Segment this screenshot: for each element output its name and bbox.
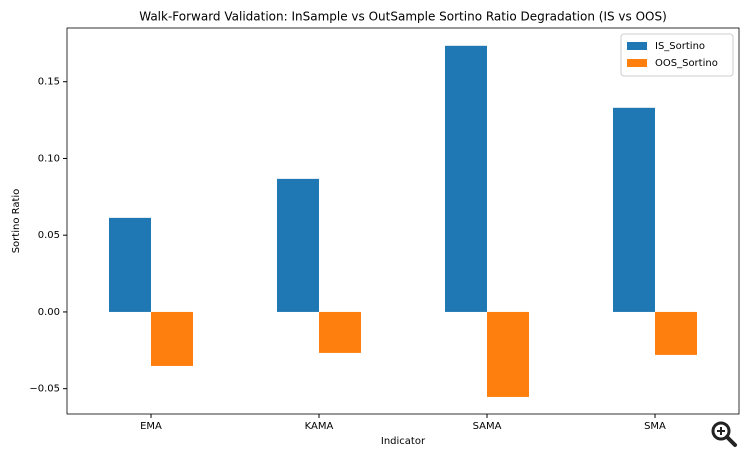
legend-box bbox=[620, 33, 734, 77]
bar bbox=[487, 311, 529, 397]
bar bbox=[151, 311, 193, 366]
x-tick-label: SMA bbox=[644, 421, 666, 432]
legend-label: OOS_Sortino bbox=[655, 58, 718, 69]
y-tick-label: 0.10 bbox=[38, 153, 60, 164]
x-axis-label: Indicator bbox=[381, 436, 426, 447]
bar bbox=[613, 107, 655, 312]
legend-swatch bbox=[627, 59, 647, 67]
bar bbox=[655, 311, 697, 355]
x-tick-label: EMA bbox=[140, 421, 162, 432]
legend: IS_Sortino OOS_Sortino bbox=[620, 33, 734, 77]
bar bbox=[319, 311, 361, 353]
y-tick-label: 0.05 bbox=[38, 230, 60, 241]
y-tick-label: −0.05 bbox=[29, 384, 60, 395]
y-tick-label: 0.00 bbox=[38, 307, 60, 318]
y-tick-label: 0.15 bbox=[38, 77, 60, 88]
legend-label: IS_Sortino bbox=[655, 41, 705, 52]
bar bbox=[277, 178, 319, 312]
y-axis-label: Sortino Ratio bbox=[11, 189, 22, 254]
x-tick-label: KAMA bbox=[305, 421, 334, 432]
x-tick-label: SAMA bbox=[473, 421, 502, 432]
chart-title: Walk-Forward Validation: InSample vs Out… bbox=[139, 10, 667, 24]
bar bbox=[445, 45, 487, 312]
plot-frame bbox=[66, 27, 740, 415]
legend-swatch bbox=[627, 42, 647, 50]
zoom-icon[interactable] bbox=[711, 421, 737, 447]
bar bbox=[109, 217, 151, 312]
